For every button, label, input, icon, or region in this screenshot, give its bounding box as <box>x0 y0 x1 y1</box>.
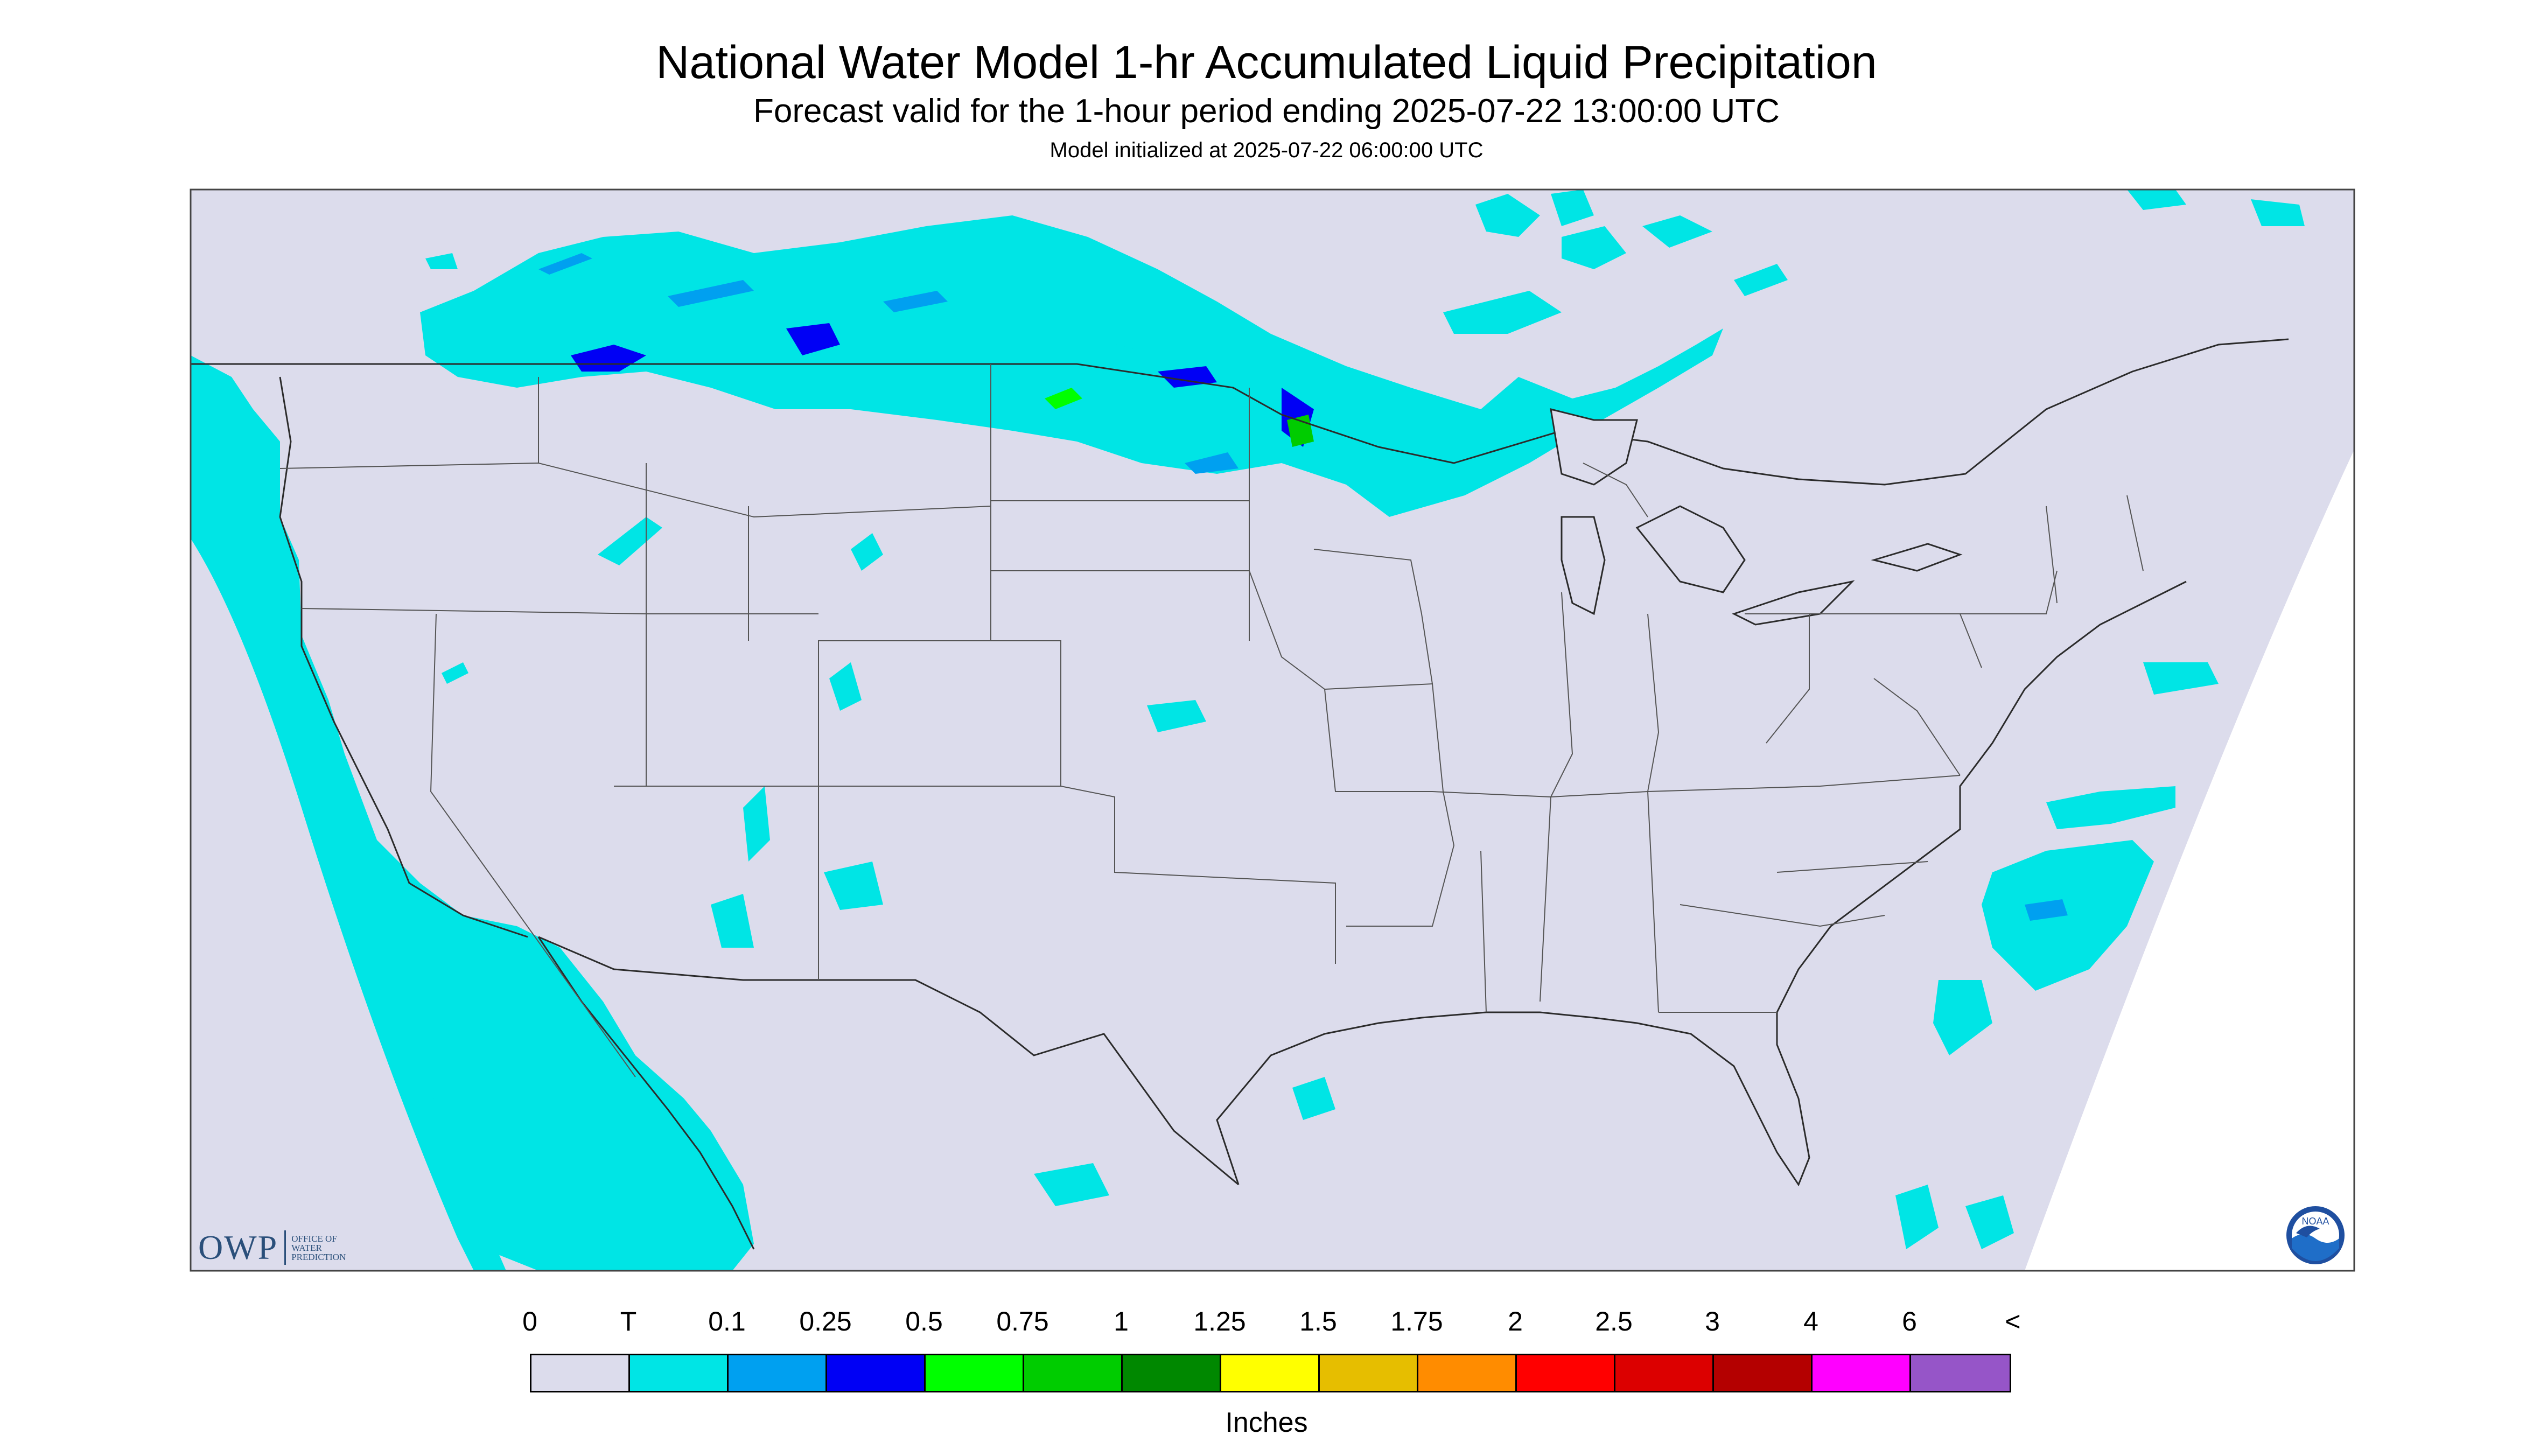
legend-swatch <box>1123 1355 1221 1391</box>
blue-core-2 <box>786 323 840 355</box>
great-lakes <box>1550 408 1963 626</box>
colorado-patch <box>1147 700 1206 732</box>
legend-label: 0 <box>522 1306 537 1336</box>
arizona-patch-2 <box>711 894 754 948</box>
gulf-patch <box>1292 1077 1335 1120</box>
legend-swatch <box>1221 1355 1320 1391</box>
map-frame <box>190 188 2355 1272</box>
canada-patch-4 <box>1551 190 1594 226</box>
legend-label: 1 <box>1114 1306 1129 1336</box>
pacific-edge-fill <box>191 501 506 1271</box>
west-coast <box>279 376 528 938</box>
legend-swatch <box>1813 1355 1911 1391</box>
owp-logo-text: OFFICE OF WATER PREDICTION <box>291 1234 346 1262</box>
canada-patch-9 <box>425 253 458 269</box>
legend-label: 0.75 <box>996 1306 1049 1336</box>
green-core-1 <box>1045 388 1082 409</box>
canada-patch-6 <box>1734 264 1788 296</box>
newmexico-patch <box>824 862 883 910</box>
legend-label: 3 <box>1705 1306 1720 1336</box>
northern-precip-band-2 <box>1023 280 1271 366</box>
legend-label: 4 <box>1803 1306 1818 1336</box>
legend-swatch <box>1024 1355 1123 1391</box>
model-init-line: Model initialized at 2025-07-22 06:00:00… <box>1049 138 1484 162</box>
legend-swatch <box>630 1355 729 1391</box>
noaa-logo-text: NOAA <box>2301 1216 2329 1227</box>
arizona-patch-1 <box>743 786 770 862</box>
owp-logo-line3: PREDICTION <box>291 1251 346 1262</box>
blue-streak-3 <box>883 291 948 312</box>
canada-patch-5 <box>1642 215 1712 248</box>
blue-streak-1 <box>538 253 592 275</box>
legend-swatch <box>729 1355 827 1391</box>
legend-label: 0.5 <box>905 1306 943 1336</box>
owp-logo-letters: OWP <box>198 1228 278 1266</box>
legend-label: 0.1 <box>708 1306 746 1336</box>
legend-swatch <box>1911 1355 2010 1391</box>
canada-patch-3 <box>1443 291 1562 334</box>
legend-swatch <box>827 1355 926 1391</box>
domain-outside-right <box>2025 450 2354 1271</box>
pacific-shelf <box>191 538 538 1271</box>
legend-label: T <box>620 1306 637 1336</box>
utah-patch <box>829 662 862 711</box>
legend-label: 1.25 <box>1193 1306 1246 1336</box>
atlantic-patch-5 <box>1895 1185 1939 1249</box>
legend-colorbar <box>530 1354 2011 1392</box>
state-boundaries <box>279 364 2144 1077</box>
legend-label: 2.5 <box>1595 1306 1633 1336</box>
canada-patch-2 <box>1562 226 1626 269</box>
gulf-coast <box>1216 580 2187 1187</box>
us-canada-border <box>191 338 2289 486</box>
owp-logo-line2: WATER <box>291 1242 322 1253</box>
map-title: National Water Model 1-hr Accumulated Li… <box>656 37 1877 88</box>
legend-label: < <box>2005 1306 2021 1336</box>
nevada-patch <box>442 662 468 684</box>
legend-swatch <box>1714 1355 1813 1391</box>
atlantic-patch-6 <box>1965 1195 2014 1249</box>
legend-swatch <box>531 1355 630 1391</box>
atlantic-blue-streak <box>2025 899 2068 921</box>
us-mexico-border <box>538 936 1239 1186</box>
blue-streak-4 <box>1185 452 1238 474</box>
canada-patch-1 <box>1475 194 1540 237</box>
legend-label: 0.25 <box>799 1306 852 1336</box>
owp-logo-line1: OFFICE OF <box>291 1233 337 1244</box>
atlantic-patch-1 <box>2046 786 2175 829</box>
legend-label: 1.75 <box>1390 1306 1443 1336</box>
blue-streak-2 <box>668 280 754 307</box>
legend-label: 2 <box>1508 1306 1523 1336</box>
owp-logo-divider <box>284 1230 286 1265</box>
legend-label: 6 <box>1902 1306 1917 1336</box>
legend-swatch <box>1517 1355 1615 1391</box>
atlantic-patch-4 <box>2143 662 2219 695</box>
map-subtitle: Forecast valid for the 1-hour period end… <box>753 93 1780 130</box>
wyoming-patch <box>851 533 883 571</box>
texas-patch <box>1034 1163 1109 1206</box>
legend-label: 1.5 <box>1299 1306 1337 1336</box>
canada-patch-7 <box>2127 190 2186 210</box>
legend-swatch <box>1418 1355 1517 1391</box>
atlantic-patch-3 <box>1933 980 1992 1055</box>
legend-swatch <box>1320 1355 1418 1391</box>
owp-logo: OWP OFFICE OF WATER PREDICTION <box>198 1223 346 1272</box>
legend-swatch <box>926 1355 1024 1391</box>
legend-swatch <box>1615 1355 1714 1391</box>
noaa-logo-icon: NOAA <box>2286 1206 2345 1264</box>
canada-patch-8 <box>2251 199 2305 226</box>
legend-units: Inches <box>1225 1407 1308 1438</box>
